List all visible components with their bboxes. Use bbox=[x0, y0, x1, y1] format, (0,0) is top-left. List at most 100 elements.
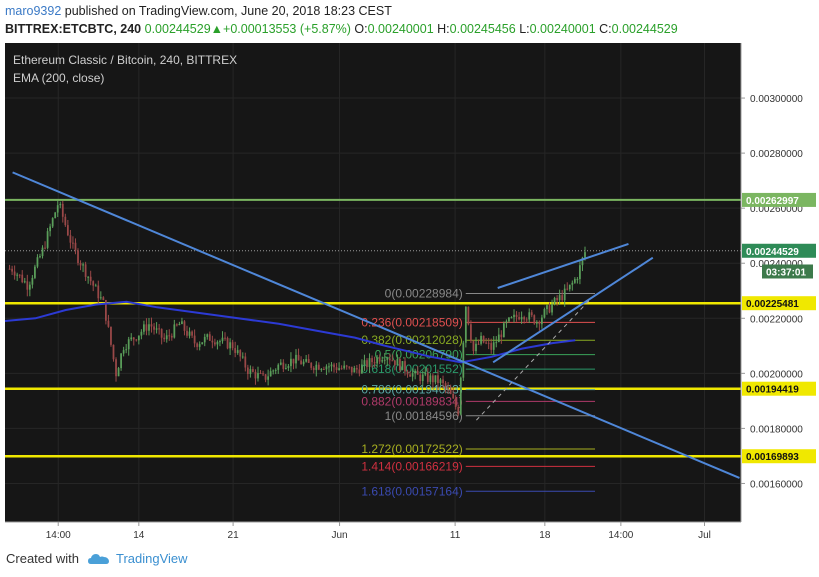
candle-body bbox=[424, 372, 427, 375]
candle-body bbox=[277, 364, 280, 370]
candle-body bbox=[482, 335, 485, 343]
candle-body bbox=[175, 324, 178, 326]
candle-body bbox=[117, 368, 120, 377]
candle-body bbox=[300, 360, 302, 365]
price-axis[interactable] bbox=[741, 43, 819, 522]
candle-body bbox=[143, 324, 145, 332]
candle-body bbox=[231, 342, 234, 349]
candle-body bbox=[571, 282, 574, 285]
candle-body bbox=[191, 331, 193, 336]
candle-body bbox=[348, 366, 351, 368]
candle-body bbox=[561, 295, 564, 301]
candle-body bbox=[449, 388, 452, 394]
candle-body bbox=[396, 358, 399, 366]
candle-body bbox=[325, 366, 328, 370]
plot-area[interactable] bbox=[5, 43, 741, 522]
price-tick-label: 0.00260000 bbox=[750, 204, 803, 215]
fib-level-label: 1.618(0.00157164) bbox=[361, 484, 462, 498]
time-tick-label: 14 bbox=[133, 530, 145, 541]
candle-body bbox=[13, 271, 16, 276]
fib-level-label: 1.272(0.00172522) bbox=[361, 442, 462, 456]
candle-body bbox=[480, 335, 482, 344]
time-tick-label: 21 bbox=[228, 530, 240, 541]
time-tick-label: Jun bbox=[331, 530, 347, 541]
candle-body bbox=[573, 279, 576, 283]
trendline bbox=[12, 171, 740, 479]
candle-body bbox=[89, 276, 92, 282]
candle-body bbox=[87, 276, 90, 278]
price-tick-label: 0.00180000 bbox=[750, 424, 803, 435]
candle-body bbox=[401, 361, 404, 371]
author-link[interactable]: maro9392 bbox=[5, 4, 62, 18]
candle-body bbox=[411, 373, 414, 377]
candle-body bbox=[416, 370, 419, 375]
time-tick-label: Jul bbox=[698, 530, 711, 541]
price-tick-label: 0.00200000 bbox=[750, 369, 803, 380]
time-tick-label: 14:00 bbox=[608, 530, 633, 541]
candle-body bbox=[421, 374, 424, 382]
candle-body bbox=[264, 374, 267, 380]
candle-body bbox=[393, 360, 396, 366]
tradingview-cloud-icon bbox=[88, 554, 109, 564]
candle-body bbox=[72, 242, 74, 244]
candle-body bbox=[183, 321, 186, 331]
time-axis[interactable] bbox=[5, 522, 741, 543]
candle-body bbox=[500, 334, 503, 338]
candle-body bbox=[290, 358, 292, 367]
price-label-support: 0.00194419 bbox=[746, 385, 799, 396]
candle-body bbox=[315, 364, 318, 370]
candle-body bbox=[328, 366, 330, 368]
price-label-box bbox=[742, 449, 816, 464]
fibonacci-retracement[interactable]: 0(0.00228984)0.236(0.00218509)0.382(0.00… bbox=[361, 287, 596, 499]
candle-body bbox=[378, 357, 381, 362]
publish-line: maro9392 published on TradingView.com, J… bbox=[5, 4, 392, 18]
time-tick-label: 18 bbox=[539, 530, 551, 541]
candle-body bbox=[69, 235, 72, 243]
candle-body bbox=[31, 277, 34, 285]
price-tick-label: 0.00300000 bbox=[750, 94, 803, 105]
candle-body bbox=[345, 365, 348, 367]
footer: Created with TradingView bbox=[0, 543, 819, 577]
candle-body bbox=[254, 371, 257, 379]
candle-body bbox=[312, 367, 315, 370]
candle-body bbox=[84, 264, 87, 277]
quote-line: BITTREX:ETCBTC, 240 0.00244529▲+0.000135… bbox=[5, 22, 678, 36]
candle-body bbox=[97, 285, 100, 299]
low-label: L: bbox=[519, 22, 530, 36]
price-chart[interactable]: 0(0.00228984)0.236(0.00218509)0.382(0.00… bbox=[0, 43, 819, 543]
trendline bbox=[492, 256, 654, 364]
candle-body bbox=[538, 321, 541, 325]
candle-body bbox=[66, 225, 69, 236]
candle-body bbox=[257, 373, 259, 379]
candle-body bbox=[59, 203, 62, 206]
price-change: +0.00013553 (+5.87%) bbox=[223, 22, 351, 36]
tradingview-brand-link[interactable]: TradingView bbox=[116, 551, 188, 566]
candle-body bbox=[510, 317, 513, 319]
candle-body bbox=[568, 284, 571, 290]
candle-body bbox=[459, 377, 462, 415]
candle-body bbox=[518, 317, 520, 320]
candle-body bbox=[122, 350, 125, 354]
candle-body bbox=[492, 342, 495, 350]
candle-body bbox=[297, 354, 300, 361]
trendlines[interactable] bbox=[12, 171, 740, 479]
candle-body bbox=[259, 373, 262, 375]
candle-body bbox=[18, 274, 21, 276]
candle-body bbox=[160, 328, 163, 338]
candle-body bbox=[127, 339, 130, 350]
candle-body bbox=[490, 343, 493, 350]
fib-level-label: 0.786(0.00194093) bbox=[361, 383, 462, 397]
candle-body bbox=[295, 354, 297, 364]
candle-body bbox=[198, 344, 201, 347]
candle-body bbox=[201, 342, 204, 345]
candle-body bbox=[148, 324, 150, 331]
candle-body bbox=[77, 250, 79, 263]
close-label: C: bbox=[599, 22, 612, 36]
candle-body bbox=[457, 407, 460, 415]
candle-body bbox=[74, 242, 77, 251]
candle-body bbox=[282, 362, 285, 369]
candle-body bbox=[188, 331, 191, 336]
candle-body bbox=[353, 368, 356, 373]
candle-body bbox=[530, 312, 533, 316]
candle-body bbox=[528, 312, 531, 320]
